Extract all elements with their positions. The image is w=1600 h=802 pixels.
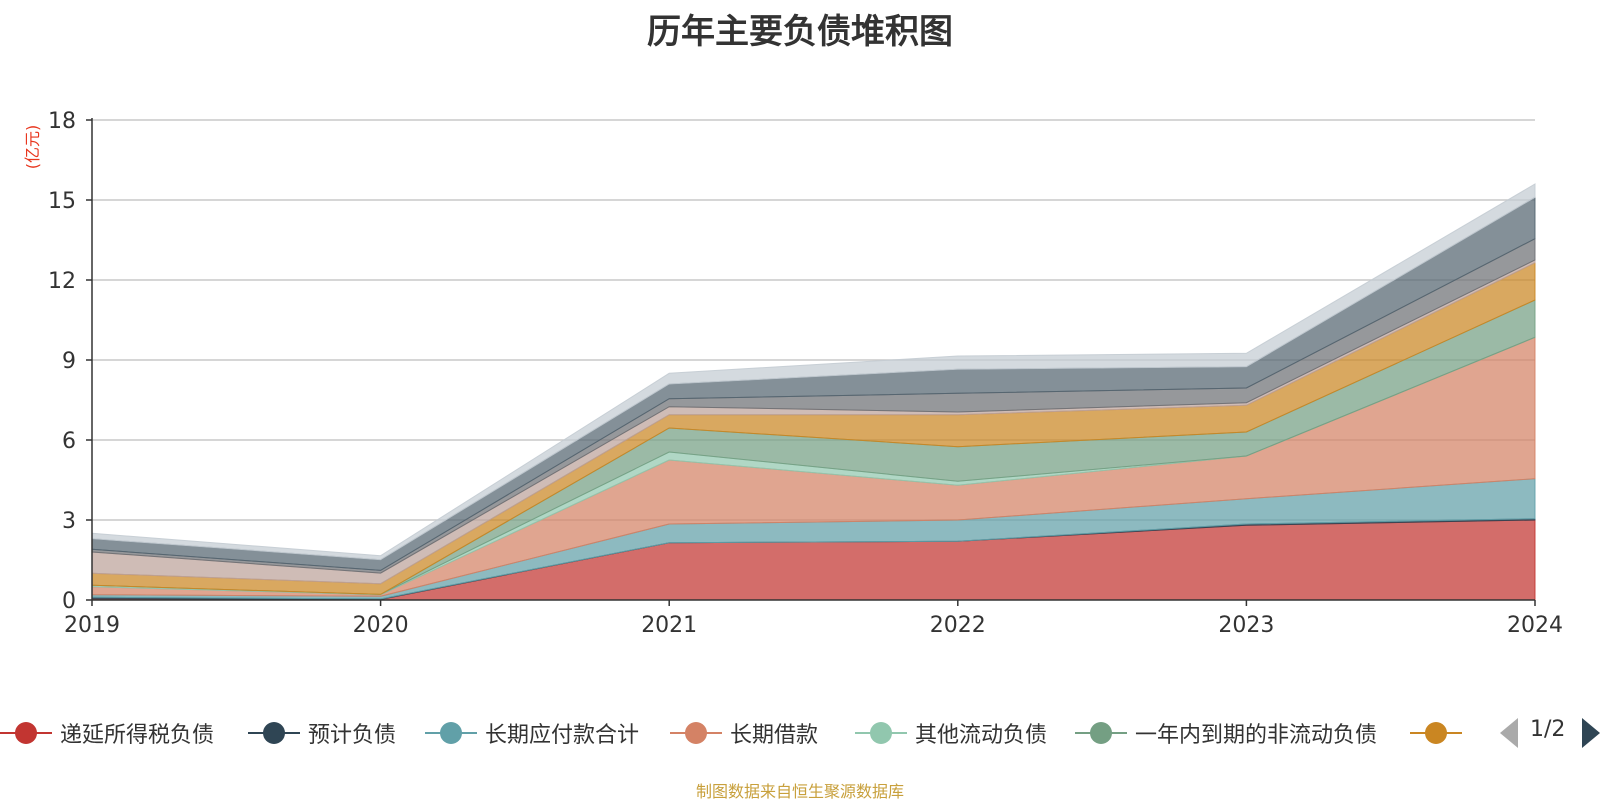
legend-item-5[interactable]: 其他流动负债: [855, 715, 1047, 751]
tick-labels: 0 3 6 9 12 15 18 2019 2020 2021 2022 2023 2024: [48, 109, 1563, 638]
y-tick-label: 0: [62, 589, 76, 614]
legend-marker-icon: [1410, 715, 1462, 751]
y-tick-label: 12: [48, 269, 76, 294]
legend-item-4[interactable]: 长期借款: [670, 715, 818, 751]
legend-label: 递延所得税负债: [60, 723, 215, 748]
legend-label: 长期借款: [730, 723, 819, 748]
y-tick-label: 9: [62, 349, 76, 374]
y-tick-label: 3: [62, 509, 76, 534]
legend-marker-icon: [248, 715, 300, 751]
y-tick-label: 15: [48, 189, 76, 214]
x-tick-label: 2022: [930, 613, 986, 638]
legend-label: 长期应付款合计: [485, 723, 640, 748]
y-tick-label: 6: [62, 429, 76, 454]
legend-item-1[interactable]: 递延所得税负债: [0, 715, 214, 751]
legend-item-2[interactable]: 预计负债: [248, 715, 396, 751]
legend-label: 一年内到期的非流动负债: [1135, 723, 1378, 748]
x-tick-label: 2024: [1507, 613, 1563, 638]
legend-pager: 1/2: [1500, 715, 1600, 751]
legend-marker-icon: [1075, 715, 1127, 751]
area-series-layer: [91, 183, 1536, 601]
axes: [86, 118, 1536, 606]
legend-item-7[interactable]: [1410, 715, 1462, 751]
x-tick-label: 2020: [353, 613, 409, 638]
legend-marker-icon: [0, 715, 52, 751]
chart-title: 历年主要负债堆积图: [647, 12, 953, 52]
x-tick-label: 2021: [641, 613, 697, 638]
legend-marker-icon: [425, 715, 477, 751]
legend-label: 预计负债: [308, 723, 397, 748]
area-series-11[interactable]: [91, 183, 1536, 561]
x-tick-label: 2023: [1218, 613, 1274, 638]
y-tick-label: 18: [48, 109, 76, 134]
legend-label: 其他流动负债: [915, 723, 1048, 748]
stacked-area-chart: 0 3 6 9 12 15 18 2019 2020 2021 2022 2023 2024: [48, 109, 1563, 638]
legend-item-6[interactable]: 一年内到期的非流动负债: [1075, 715, 1377, 751]
legend-next-page-icon[interactable]: [1582, 718, 1600, 748]
data-source-note: 制图数据来自恒生聚源数据库: [695, 782, 904, 801]
legend-marker-icon: [855, 715, 907, 751]
legend-page-indicator: 1/2: [1530, 717, 1566, 742]
legend-item-3[interactable]: 长期应付款合计: [425, 715, 639, 751]
x-tick-label: 2019: [64, 613, 120, 638]
legend: 递延所得税负债 预计负债 长期应付款合计 长期借款 其他流动负债 一年内到期的非流动负债 …: [0, 715, 1600, 755]
legend-prev-page-icon[interactable]: [1500, 718, 1518, 748]
legend-marker-icon: [670, 715, 722, 751]
